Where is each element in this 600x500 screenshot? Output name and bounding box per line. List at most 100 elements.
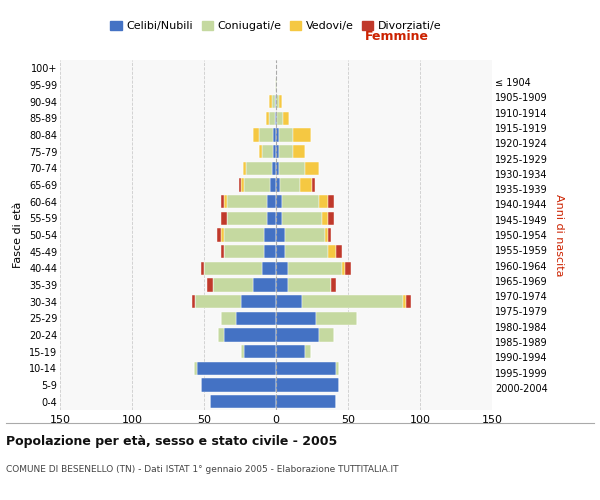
Bar (276, 195, 282, 208)
Bar (287, 278, 331, 291)
Bar (269, 112, 275, 125)
Bar (194, 362, 197, 375)
Bar (265, 228, 276, 241)
Bar (282, 195, 319, 208)
Bar (325, 228, 328, 241)
Bar (276, 378, 340, 392)
Bar (276, 78, 277, 92)
Text: COMUNE DI BESENELLO (TN) - Dati ISTAT 1° gennaio 2005 - Elaborazione TUTTITALIA.: COMUNE DI BESENELLO (TN) - Dati ISTAT 1°… (6, 465, 398, 474)
Bar (212, 278, 253, 291)
Bar (275, 95, 276, 108)
Bar (280, 178, 301, 192)
Bar (345, 262, 351, 275)
Legend: Celibi/Nubili, Coniugati/e, Vedovi/e, Divorziati/e: Celibi/Nubili, Coniugati/e, Vedovi/e, Di… (106, 16, 446, 36)
Bar (268, 195, 276, 208)
Y-axis label: Fasce di età: Fasce di età (13, 202, 23, 268)
Bar (406, 295, 412, 308)
Bar (284, 245, 328, 258)
Bar (236, 312, 276, 325)
Bar (276, 278, 287, 291)
Bar (328, 212, 334, 225)
Bar (270, 178, 276, 192)
Bar (328, 245, 337, 258)
Bar (241, 295, 276, 308)
Bar (331, 278, 337, 291)
Bar (293, 145, 305, 158)
Bar (193, 295, 196, 308)
Bar (276, 95, 279, 108)
Bar (265, 245, 276, 258)
Bar (328, 228, 331, 241)
Bar (259, 128, 273, 141)
Bar (244, 345, 276, 358)
Bar (239, 178, 241, 192)
Bar (224, 245, 265, 258)
Bar (276, 345, 305, 358)
Bar (319, 328, 334, 342)
Bar (272, 95, 275, 108)
Bar (279, 128, 293, 141)
Bar (262, 262, 276, 275)
Bar (276, 212, 282, 225)
Bar (276, 178, 280, 192)
Bar (221, 195, 224, 208)
Bar (262, 145, 273, 158)
Bar (273, 128, 276, 141)
Bar (259, 145, 262, 158)
Bar (253, 278, 276, 291)
Bar (201, 378, 276, 392)
Bar (276, 228, 284, 241)
Bar (287, 262, 342, 275)
Bar (221, 312, 236, 325)
Bar (276, 262, 287, 275)
Bar (279, 95, 282, 108)
Bar (204, 262, 262, 275)
Bar (322, 212, 328, 225)
Bar (241, 345, 244, 358)
Bar (276, 295, 302, 308)
Bar (221, 228, 224, 241)
Bar (328, 195, 334, 208)
Bar (276, 395, 337, 408)
Bar (284, 228, 325, 241)
Bar (279, 145, 293, 158)
Bar (282, 212, 322, 225)
Text: Femmine: Femmine (365, 30, 429, 43)
Bar (302, 295, 403, 308)
Bar (246, 162, 272, 175)
Bar (207, 278, 212, 291)
Bar (277, 112, 283, 125)
Bar (273, 145, 276, 158)
Bar (283, 112, 289, 125)
Bar (253, 128, 259, 141)
Bar (301, 178, 312, 192)
Bar (342, 262, 345, 275)
Bar (276, 112, 277, 125)
Bar (312, 178, 315, 192)
Bar (337, 362, 340, 375)
Bar (305, 345, 311, 358)
Bar (227, 212, 268, 225)
Bar (218, 328, 224, 342)
Bar (221, 212, 227, 225)
Bar (276, 162, 279, 175)
Bar (196, 295, 241, 308)
Bar (272, 162, 276, 175)
Bar (224, 328, 276, 342)
Bar (275, 112, 276, 125)
Bar (276, 245, 284, 258)
Bar (403, 295, 406, 308)
Bar (269, 95, 272, 108)
Bar (316, 312, 356, 325)
Bar (201, 262, 204, 275)
Bar (276, 312, 316, 325)
Bar (276, 145, 279, 158)
Y-axis label: Anni di nascita: Anni di nascita (554, 194, 565, 276)
Bar (268, 212, 276, 225)
Bar (197, 362, 276, 375)
Bar (276, 328, 319, 342)
Text: Popolazione per età, sesso e stato civile - 2005: Popolazione per età, sesso e stato civil… (6, 435, 337, 448)
Bar (243, 162, 246, 175)
Bar (276, 128, 279, 141)
Bar (227, 195, 268, 208)
